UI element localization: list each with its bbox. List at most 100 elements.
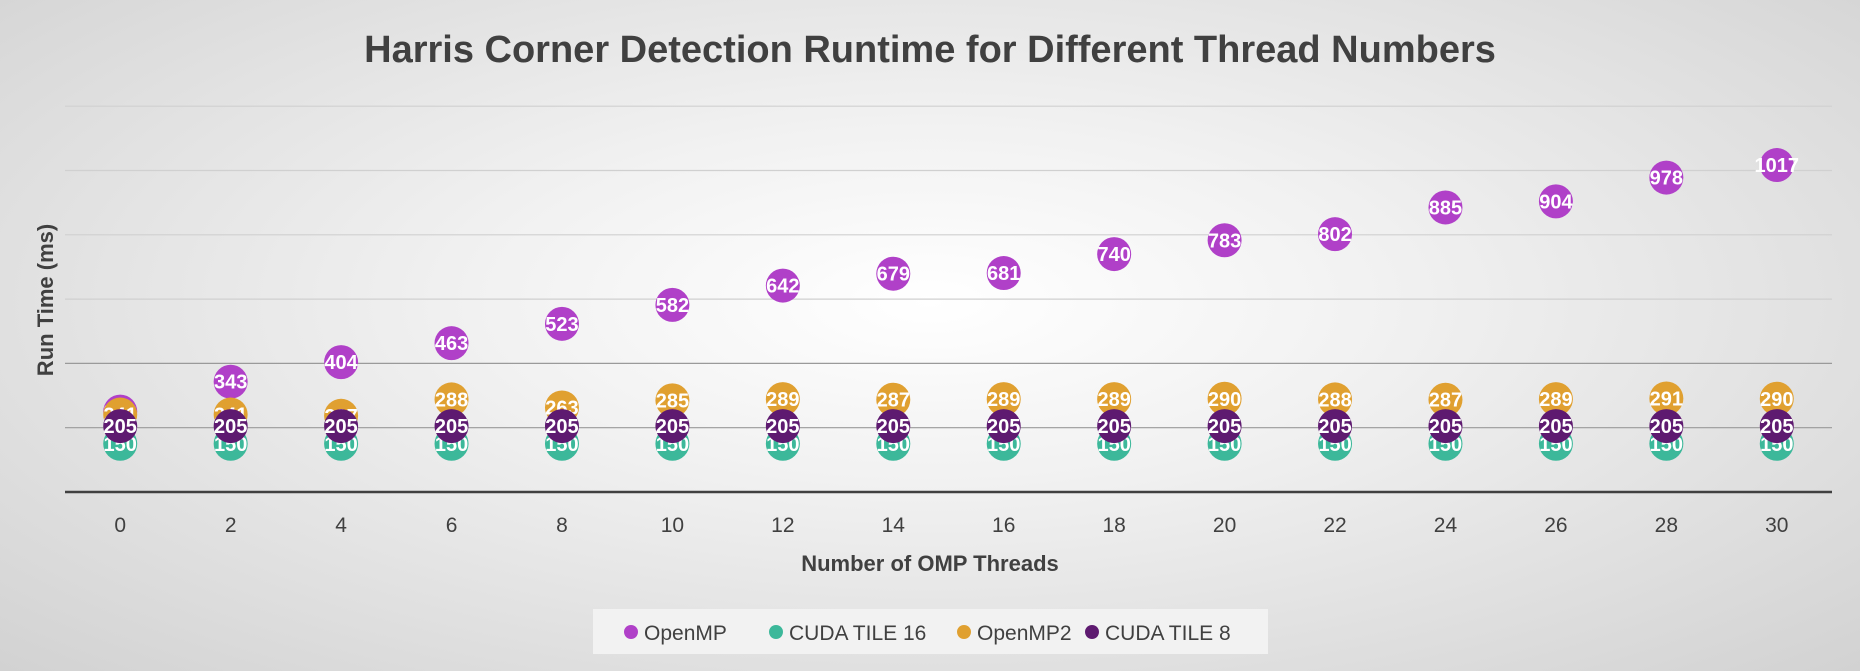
x-tick-label: 12 (771, 514, 794, 537)
data-point (434, 409, 469, 444)
data-label: 343 (214, 372, 247, 394)
data-point (1649, 160, 1684, 195)
data-label: 885 (1429, 197, 1462, 219)
data-label: 287 (877, 390, 910, 412)
data-label: 523 (545, 314, 578, 336)
x-tick-label: 28 (1655, 514, 1678, 537)
data-point (434, 382, 469, 417)
data-label: 205 (1539, 416, 1572, 438)
data-point (655, 287, 690, 322)
data-label: 289 (1539, 389, 1572, 411)
data-point (434, 326, 469, 361)
data-point (1207, 409, 1242, 444)
legend-marker (1085, 625, 1099, 639)
x-tick-label: 14 (882, 514, 906, 537)
x-tick-labels: 0 2 4 6 8 10 12 14 16 18 20 22 24 26 28 30 (114, 514, 1788, 537)
data-label: 404 (324, 352, 358, 374)
data-label: 978 (1650, 168, 1683, 190)
data-label: 288 (1318, 389, 1351, 411)
data-point (544, 409, 579, 444)
data-label: 205 (1650, 416, 1683, 438)
data-point (1428, 382, 1463, 417)
data-label: 205 (877, 416, 910, 438)
data-label: 802 (1318, 224, 1351, 246)
data-point (986, 382, 1021, 417)
data-point (213, 409, 248, 444)
data-label: 205 (214, 416, 247, 438)
data-label: 205 (1097, 416, 1130, 438)
data-label: 287 (1429, 390, 1462, 412)
data-point (655, 409, 690, 444)
data-label: 681 (987, 263, 1020, 285)
data-point (1097, 382, 1132, 417)
data-label: 642 (766, 276, 799, 298)
data-point (1538, 184, 1573, 219)
x-axis-label: Number of OMP Threads (801, 551, 1059, 576)
legend-label: CUDA TILE 16 (789, 622, 926, 645)
gridlines (65, 105, 1832, 429)
data-point (213, 364, 248, 399)
data-label: 285 (656, 390, 689, 412)
data-label: 289 (1097, 389, 1130, 411)
x-tick-label: 2 (225, 514, 237, 537)
data-point (1759, 381, 1794, 416)
data-label: 205 (987, 416, 1020, 438)
data-point (876, 409, 911, 444)
x-tick-label: 16 (992, 514, 1015, 537)
x-tick-label: 24 (1434, 514, 1458, 537)
data-point (876, 382, 911, 417)
data-point (765, 409, 800, 444)
data-label: 205 (1760, 416, 1793, 438)
data-point (544, 306, 579, 341)
chart-title: Harris Corner Detection Runtime for Diff… (364, 29, 1496, 71)
data-point (1649, 409, 1684, 444)
data-point (1318, 409, 1353, 444)
data-point (1318, 382, 1353, 417)
data-label: 679 (877, 264, 910, 286)
data-point (103, 409, 138, 444)
data-point (655, 383, 690, 418)
data-label: 1017 (1755, 155, 1800, 177)
data-label: 205 (656, 416, 689, 438)
series-cuda-tile-8: 205 205 205 205 205 205 205 205 205 205 205 205 205 2… (103, 409, 1794, 444)
legend-marker (624, 625, 638, 639)
data-point (1759, 148, 1794, 183)
x-tick-label: 22 (1323, 514, 1346, 537)
x-tick-label: 18 (1102, 514, 1125, 537)
x-tick-label: 26 (1544, 514, 1567, 537)
legend-item-openmp: OpenMP (624, 622, 727, 645)
data-point (765, 268, 800, 303)
data-point (1428, 190, 1463, 225)
legend-marker (769, 625, 783, 639)
data-point (986, 256, 1021, 291)
data-label: 205 (1429, 416, 1462, 438)
x-tick-label: 0 (114, 514, 126, 537)
data-point (1097, 237, 1132, 272)
data-label: 290 (1208, 389, 1241, 411)
data-label: 205 (1208, 416, 1241, 438)
series-openmp: 2503434044635235826426796817407838028859… (103, 148, 1799, 429)
data-point (324, 345, 359, 380)
data-point (1538, 409, 1573, 444)
legend-item-cuda-tile-16: CUDA TILE 16 (769, 622, 926, 645)
legend-label: CUDA TILE 8 (1105, 622, 1231, 645)
legend-item-openmp2: OpenMP2 (957, 622, 1072, 645)
data-point (1538, 382, 1573, 417)
data-label: 205 (435, 416, 468, 438)
data-point (1649, 381, 1684, 416)
data-label: 289 (766, 389, 799, 411)
data-point (1207, 223, 1242, 258)
legend-label: OpenMP2 (977, 622, 1072, 645)
x-tick-label: 4 (335, 514, 347, 537)
data-label: 205 (1318, 416, 1351, 438)
data-label: 205 (766, 416, 799, 438)
data-label: 783 (1208, 230, 1241, 252)
legend: OpenMP CUDA TILE 16 OpenMP2 CUDA TILE 8 (593, 609, 1268, 654)
data-label: 205 (104, 416, 137, 438)
legend-label: OpenMP (644, 622, 727, 645)
data-point (986, 409, 1021, 444)
data-label: 582 (656, 295, 689, 317)
data-label: 205 (324, 416, 357, 438)
data-point (1759, 409, 1794, 444)
